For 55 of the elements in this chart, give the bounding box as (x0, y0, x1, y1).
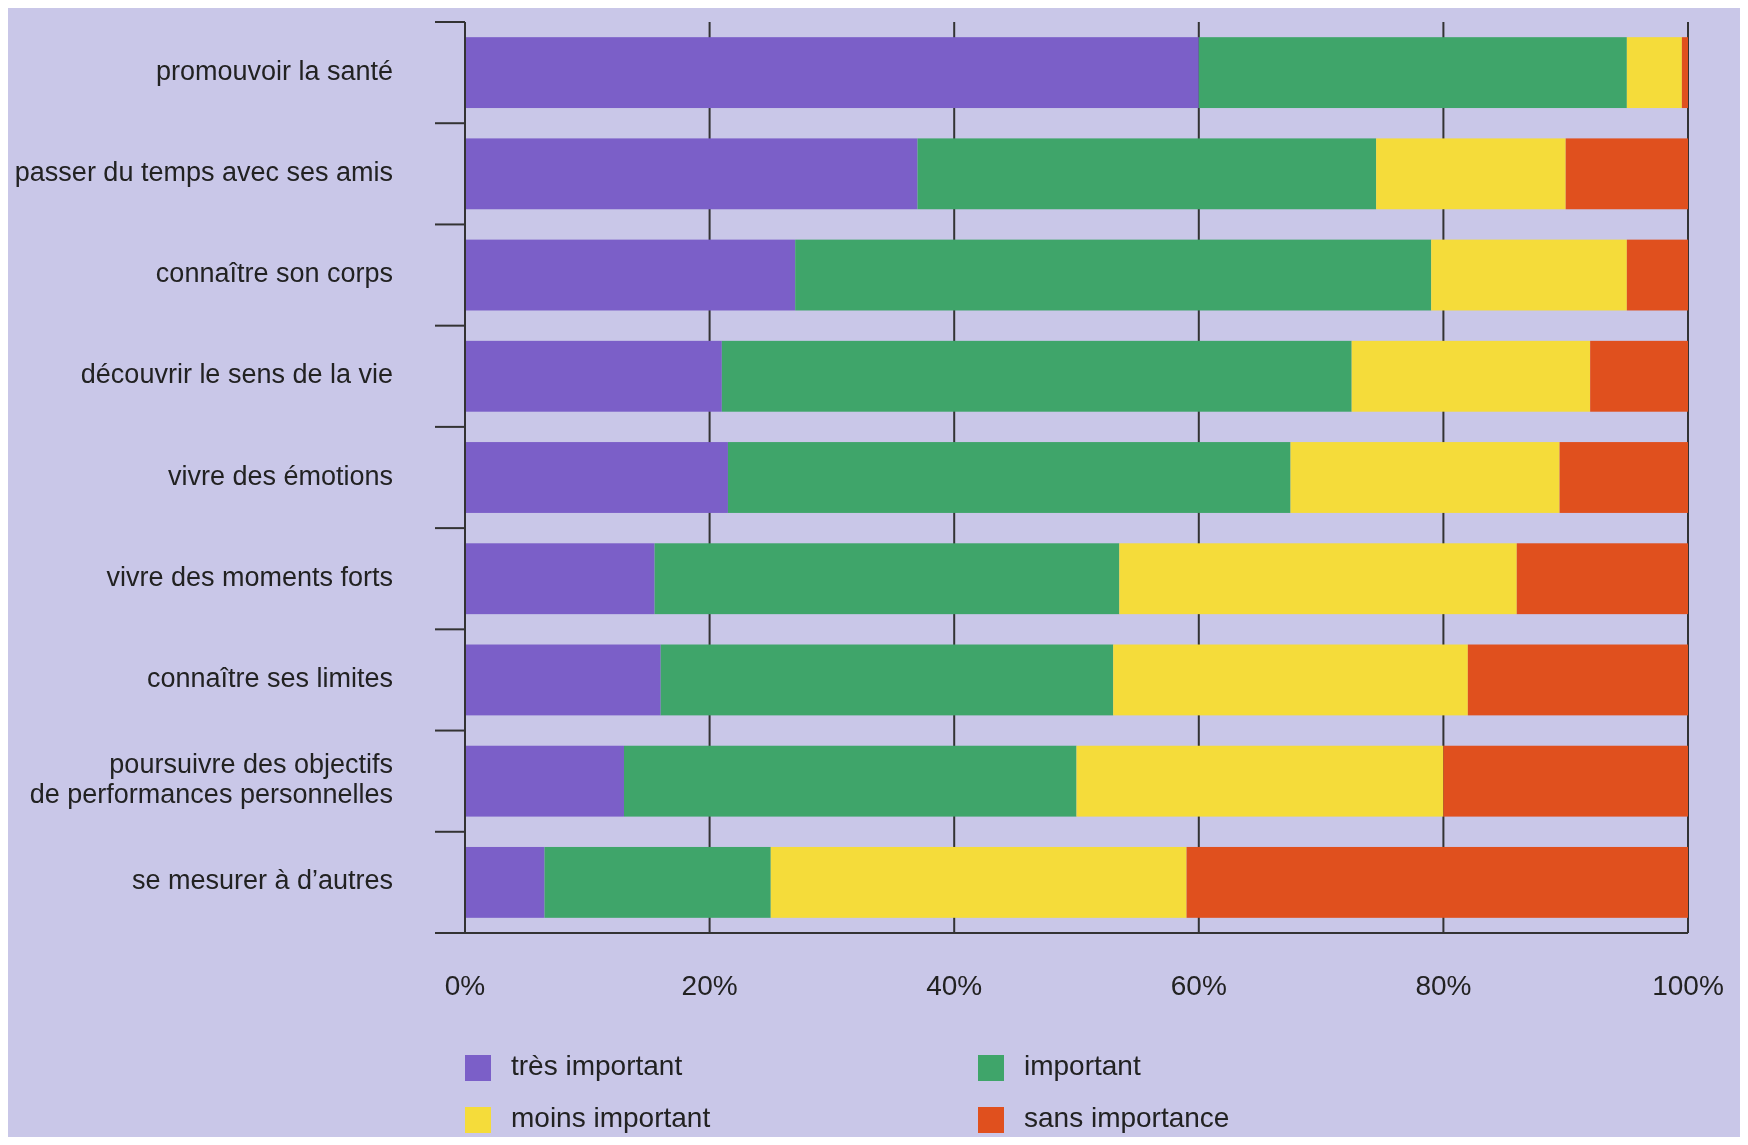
x-tick-label: 20% (681, 970, 738, 1001)
y-tick-label: découvrir le sens de la vie (80, 359, 393, 390)
bar (1431, 239, 1627, 311)
bar (544, 846, 771, 918)
y-tick-label: vivre des moments forts (106, 561, 393, 592)
x-tick-label: 100% (1652, 970, 1724, 1001)
bar (1626, 37, 1682, 109)
bar (721, 340, 1352, 412)
bar (1113, 644, 1468, 716)
bar (465, 644, 661, 716)
bar (1443, 745, 1688, 817)
bar (795, 239, 1432, 311)
bar (465, 340, 722, 412)
bar (1198, 37, 1627, 109)
bar (1565, 138, 1688, 210)
bar (1559, 442, 1688, 513)
x-tick-label: 0% (444, 970, 486, 1001)
x-tick-label: 80% (1415, 970, 1472, 1001)
bar (1467, 644, 1688, 716)
bar (465, 37, 1199, 109)
y-tick-label: passer du temps avec ses amis (14, 156, 393, 187)
bar (660, 644, 1114, 716)
bar (1516, 543, 1688, 615)
bar (1626, 239, 1688, 311)
y-tick-label: vivre des émotions (167, 460, 393, 491)
bar (727, 442, 1291, 513)
y-tick-label: poursuivre des objectifs de performances personnelles (29, 749, 393, 810)
bar (1376, 138, 1566, 210)
legend-label: moins important (511, 1102, 711, 1134)
bar (1186, 846, 1688, 918)
bar (465, 543, 655, 615)
legend-label: important (1024, 1050, 1141, 1082)
bar (465, 846, 545, 918)
bar (1290, 442, 1560, 513)
bar (465, 239, 796, 311)
y-tick-label: connaître son corps (155, 258, 393, 289)
bar (654, 543, 1120, 615)
bar (770, 846, 1187, 918)
x-tick-label: 60% (1170, 970, 1227, 1001)
bar (465, 442, 728, 513)
bar (1351, 340, 1591, 412)
y-tick-label: connaître ses limites (146, 663, 393, 694)
y-tick-label: se mesurer à d’autres (131, 865, 393, 896)
bar (917, 138, 1377, 210)
bar (1076, 745, 1444, 817)
y-tick-label: promouvoir la santé (155, 55, 393, 86)
bar (465, 745, 624, 817)
legend-label: sans importance (1024, 1102, 1230, 1134)
bar (465, 138, 918, 210)
bar (1681, 37, 1689, 109)
legend-label: très important (511, 1050, 683, 1082)
bar (1590, 340, 1688, 412)
bar (1119, 543, 1517, 615)
bar (623, 745, 1077, 817)
x-tick-label: 40% (926, 970, 983, 1001)
